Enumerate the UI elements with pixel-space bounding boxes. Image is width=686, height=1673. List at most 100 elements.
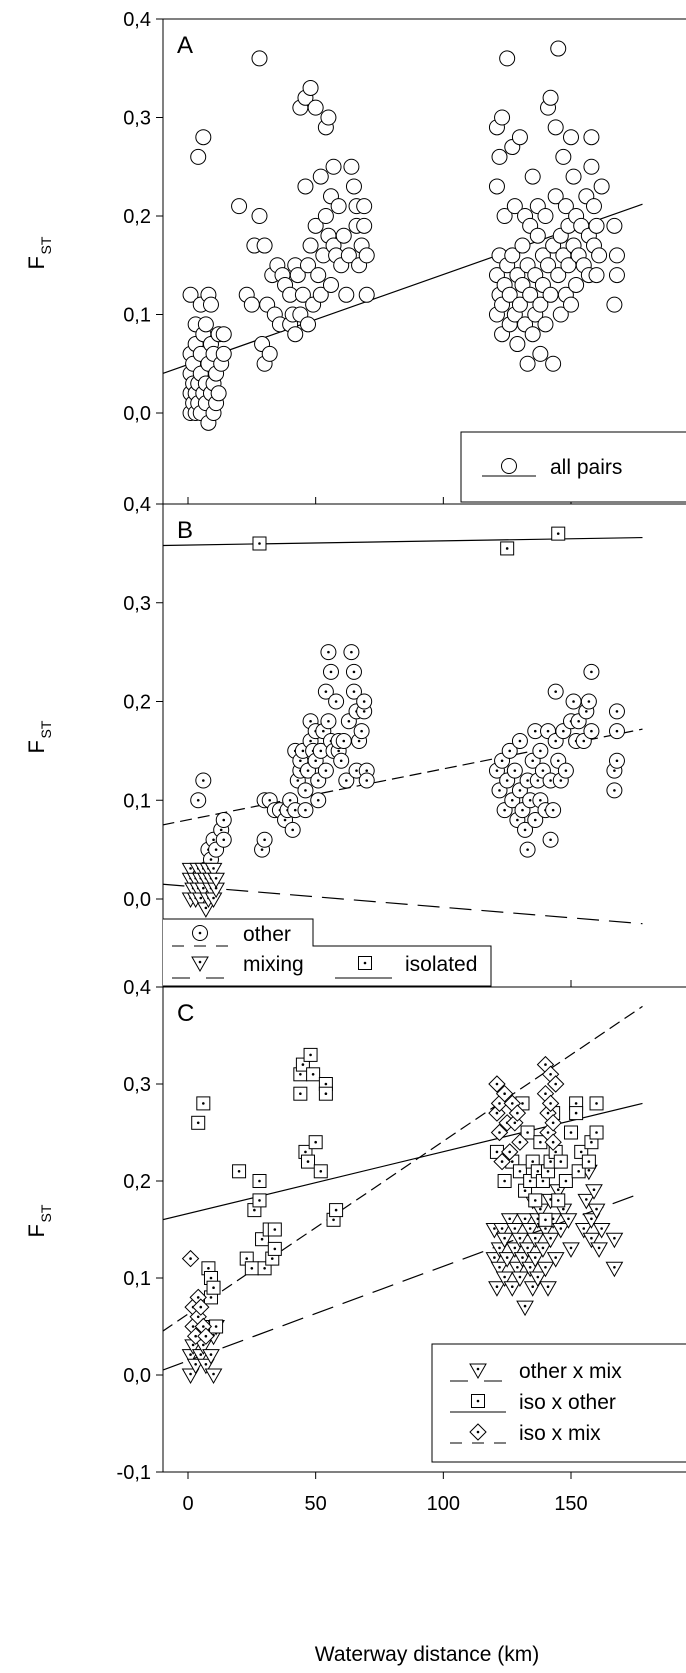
legend-label: isolated — [405, 953, 477, 976]
data-point-center — [600, 1227, 603, 1230]
data-point-center — [503, 1179, 506, 1183]
data-point — [202, 1349, 220, 1365]
data-point-center — [513, 769, 517, 772]
data-point — [505, 1242, 524, 1258]
plot-area — [163, 526, 643, 925]
data-point-center — [301, 749, 305, 753]
data-point-center — [546, 1285, 550, 1288]
data-point — [605, 1232, 624, 1249]
data-point-center — [316, 798, 320, 802]
data-point — [565, 168, 582, 185]
data-point-center — [260, 848, 264, 851]
data-point-center — [541, 769, 545, 772]
data-point — [182, 286, 199, 303]
data-point — [289, 267, 306, 284]
data-point-center — [513, 1227, 517, 1230]
data-point-center — [500, 1160, 504, 1163]
data-point — [582, 1232, 601, 1249]
data-point — [593, 178, 610, 195]
data-point — [307, 99, 324, 116]
data-point — [190, 148, 207, 165]
data-point — [343, 158, 360, 175]
data-point-center — [319, 1170, 323, 1173]
data-point-center — [189, 1353, 192, 1356]
data-point — [547, 119, 564, 136]
data-point-center — [299, 1073, 302, 1076]
x-tick-label: 100 — [427, 1493, 460, 1515]
data-point — [300, 257, 317, 274]
data-point-center — [198, 931, 202, 935]
data-point-center — [523, 1189, 527, 1192]
data-point-center — [503, 808, 506, 812]
data-point — [526, 1232, 545, 1249]
data-point-center — [355, 769, 358, 772]
data-point-center — [574, 1111, 578, 1115]
data-point-center — [363, 961, 367, 965]
data-point-center — [258, 1199, 261, 1202]
data-point-center — [196, 1121, 200, 1125]
y-axis-label-sub: ST — [38, 236, 54, 254]
data-point-center — [209, 1296, 213, 1299]
data-point-center — [212, 896, 215, 900]
data-point — [504, 247, 521, 264]
data-point-center — [212, 1372, 215, 1376]
data-point-center — [510, 1102, 514, 1105]
data-point — [546, 1252, 565, 1268]
x-axis-title: Waterway distance (km) — [315, 1643, 539, 1666]
data-point-center — [207, 1267, 210, 1270]
data-point-center — [513, 1121, 517, 1125]
data-point — [469, 1363, 487, 1380]
data-point-center — [533, 818, 537, 822]
data-point-center — [528, 1227, 532, 1230]
data-point — [555, 148, 572, 165]
data-point — [511, 296, 528, 313]
legend-label: iso x mix — [519, 1422, 601, 1445]
data-point-center — [194, 1334, 197, 1338]
data-point — [562, 1242, 580, 1258]
data-point-center — [549, 779, 552, 782]
data-point-center — [590, 670, 593, 674]
data-point — [583, 158, 600, 175]
data-point-center — [322, 729, 325, 733]
data-point — [511, 1271, 529, 1288]
data-point-center — [539, 1207, 542, 1211]
data-point-center — [528, 798, 532, 802]
data-point-center — [493, 1227, 496, 1230]
data-point — [197, 902, 215, 918]
data-point — [287, 326, 304, 343]
data-point-center — [562, 729, 565, 733]
data-point — [592, 1223, 611, 1239]
data-point-center — [544, 1092, 547, 1095]
data-point-center — [189, 867, 192, 870]
x-tick-label: 50 — [305, 1493, 327, 1515]
legend-label: all pairs — [550, 456, 622, 479]
fit-line-isolated — [163, 536, 643, 547]
data-point — [312, 168, 329, 185]
data-point-center — [615, 710, 619, 713]
data-point-center — [521, 1256, 524, 1259]
data-point — [577, 1193, 596, 1210]
data-point-center — [196, 1315, 200, 1319]
plot-area — [163, 1005, 643, 1385]
data-point — [491, 148, 508, 165]
y-tick-label: 0,4 — [123, 494, 151, 516]
series-all-pairs — [182, 40, 625, 431]
data-point-center — [316, 779, 320, 782]
data-point — [251, 50, 268, 67]
data-point-center — [556, 759, 560, 763]
data-point-center — [268, 798, 272, 802]
data-point-center — [559, 1160, 563, 1163]
plot-area — [163, 40, 643, 431]
data-point — [568, 276, 585, 293]
y-tick-label: 0,3 — [123, 1074, 151, 1096]
data-point-center — [546, 1131, 550, 1134]
data-point — [541, 1232, 560, 1249]
data-point-center — [495, 1082, 499, 1086]
y-axis-label-sub: ST — [38, 1204, 54, 1222]
data-point-center — [562, 1207, 565, 1211]
data-point-center — [198, 960, 202, 964]
data-point — [536, 1261, 555, 1278]
data-point-center — [523, 828, 527, 832]
data-point-center — [503, 1236, 506, 1240]
data-point-center — [518, 1170, 522, 1173]
